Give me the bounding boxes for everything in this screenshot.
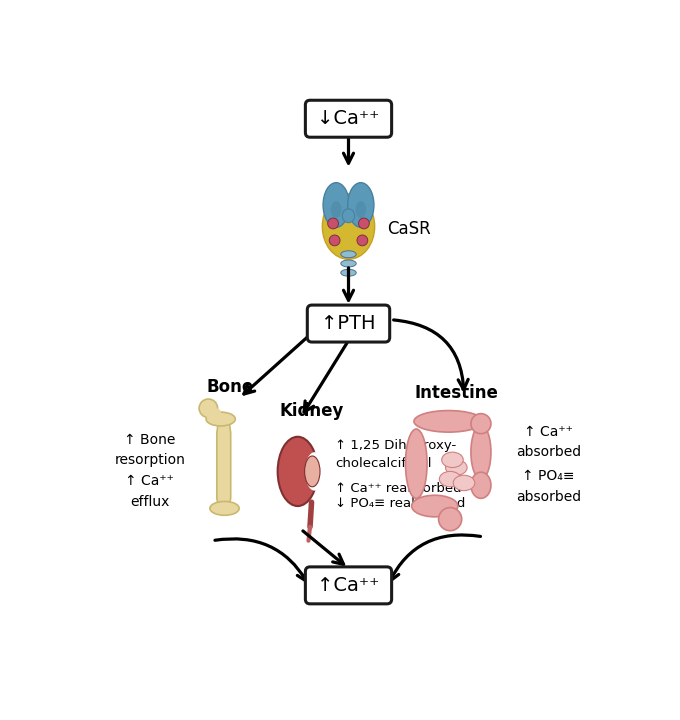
Ellipse shape [471, 426, 491, 479]
Ellipse shape [439, 472, 461, 487]
Circle shape [329, 235, 340, 246]
Ellipse shape [305, 452, 324, 490]
Ellipse shape [207, 408, 221, 420]
Ellipse shape [471, 414, 491, 433]
Ellipse shape [277, 437, 318, 506]
Circle shape [199, 399, 218, 418]
Circle shape [358, 218, 369, 229]
Ellipse shape [206, 412, 235, 426]
Ellipse shape [323, 183, 350, 228]
Ellipse shape [322, 194, 375, 259]
Ellipse shape [341, 251, 356, 258]
Ellipse shape [341, 269, 356, 276]
Ellipse shape [442, 452, 463, 467]
Circle shape [328, 218, 339, 229]
Ellipse shape [342, 209, 355, 222]
Ellipse shape [453, 475, 475, 490]
FancyBboxPatch shape [305, 100, 392, 138]
Circle shape [357, 235, 368, 246]
Ellipse shape [405, 429, 427, 498]
Text: ↑PTH: ↑PTH [321, 314, 376, 333]
Polygon shape [217, 421, 231, 506]
Text: ↑ Ca⁺⁺ reabsorbed: ↑ Ca⁺⁺ reabsorbed [335, 482, 462, 495]
Text: ↑ Bone
resorption: ↑ Bone resorption [114, 433, 185, 467]
Ellipse shape [439, 508, 462, 531]
Text: ↑Ca⁺⁺: ↑Ca⁺⁺ [318, 576, 379, 595]
Text: ↓ PO₄≡ reabsorbed: ↓ PO₄≡ reabsorbed [335, 498, 466, 510]
Ellipse shape [347, 183, 374, 228]
Ellipse shape [330, 201, 341, 218]
Text: CaSR: CaSR [387, 220, 430, 238]
Text: Bone: Bone [206, 378, 254, 396]
Text: Intestine: Intestine [414, 384, 498, 402]
Text: ↑ 1,25 Dihydroxy-
cholecalciferol: ↑ 1,25 Dihydroxy- cholecalciferol [335, 439, 457, 470]
FancyBboxPatch shape [307, 305, 390, 342]
FancyBboxPatch shape [305, 567, 392, 604]
Text: ↑ Ca⁺⁺
efflux: ↑ Ca⁺⁺ efflux [125, 474, 174, 509]
Ellipse shape [305, 456, 320, 487]
Ellipse shape [341, 260, 356, 267]
Ellipse shape [411, 495, 458, 517]
Text: ↓Ca⁺⁺: ↓Ca⁺⁺ [318, 109, 379, 128]
Ellipse shape [414, 410, 483, 432]
Text: Kidney: Kidney [279, 402, 343, 420]
Text: ↑ PO₄≡
absorbed: ↑ PO₄≡ absorbed [516, 469, 581, 504]
Ellipse shape [445, 460, 467, 475]
Text: ↑ Ca⁺⁺
absorbed: ↑ Ca⁺⁺ absorbed [516, 425, 581, 459]
Ellipse shape [356, 201, 367, 218]
Ellipse shape [471, 472, 491, 498]
Ellipse shape [210, 501, 239, 516]
